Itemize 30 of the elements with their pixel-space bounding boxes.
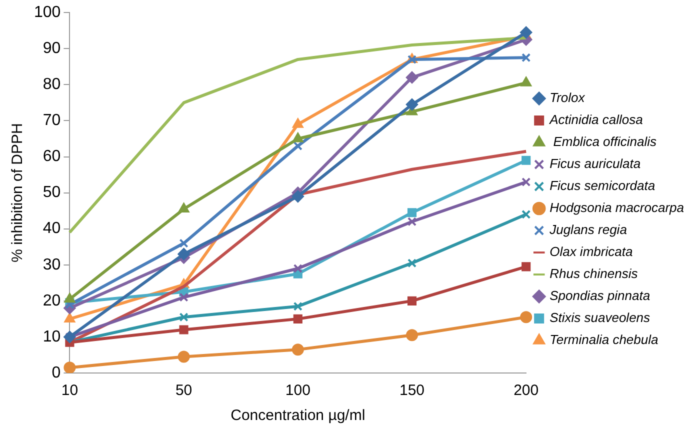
legend-label: Actinidia callosa bbox=[548, 112, 643, 128]
x-axis-title: Concentration µg/ml bbox=[230, 407, 366, 424]
y-tick-label: 90 bbox=[42, 40, 61, 58]
y-axis-title: % inhibition of DPPH bbox=[9, 123, 26, 262]
x-tick-label: 50 bbox=[175, 382, 192, 400]
x-tick-label: 100 bbox=[285, 382, 310, 400]
x-tick-label: 200 bbox=[514, 382, 539, 400]
y-tick-label: 80 bbox=[42, 76, 61, 94]
legend-label: Rhus chinensis bbox=[550, 266, 638, 282]
legend-label: Juglans regia bbox=[548, 222, 627, 238]
y-tick-label: 70 bbox=[42, 112, 61, 130]
legend-label: Stixis suaveolens bbox=[550, 310, 651, 326]
legend-label: Trolox bbox=[550, 90, 586, 106]
y-tick-label: 100 bbox=[34, 4, 61, 22]
y-tick-label: 40 bbox=[42, 220, 61, 238]
y-tick-label: 20 bbox=[42, 292, 61, 310]
y-tick-label: 10 bbox=[42, 328, 61, 346]
legend-label: Ficus auriculata bbox=[550, 156, 641, 172]
legend-label: Spondias pinnata bbox=[550, 288, 650, 304]
y-tick-label: 0 bbox=[52, 364, 61, 382]
legend-label: Terminalia chebula bbox=[550, 332, 658, 348]
y-tick-label: 60 bbox=[42, 148, 61, 166]
legend-label: Emblica officinalis bbox=[550, 134, 658, 150]
legend-label: Olax imbricata bbox=[550, 244, 633, 260]
legend-label: Ficus semicordata bbox=[550, 178, 656, 194]
y-tick-label: 30 bbox=[42, 256, 61, 274]
y-tick-label: 50 bbox=[42, 184, 61, 202]
x-tick-label: 150 bbox=[399, 382, 425, 400]
legend-label: Hodgsonia macrocarpa bbox=[550, 200, 684, 216]
x-tick-label: 10 bbox=[61, 382, 78, 400]
